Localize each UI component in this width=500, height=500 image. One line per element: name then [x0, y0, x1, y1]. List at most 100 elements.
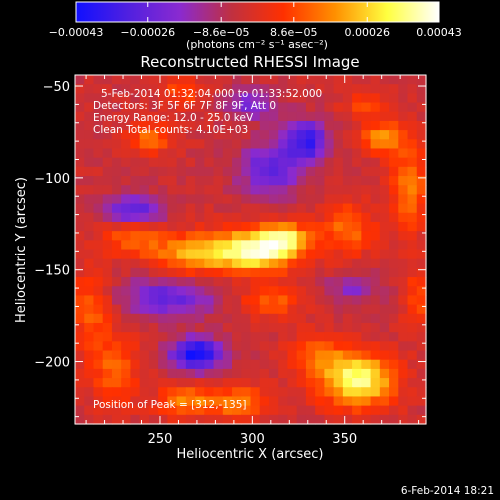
- heatmap-cell: [398, 102, 409, 113]
- heatmap-cell: [361, 75, 372, 85]
- y-tick-label: −150: [34, 264, 70, 279]
- heatmap-cell: [315, 368, 325, 379]
- heatmap-cell: [222, 249, 233, 260]
- heatmap-cell: [121, 75, 132, 85]
- heatmap-cell: [416, 258, 427, 269]
- heatmap-cell: [361, 148, 372, 159]
- heatmap-cell: [379, 231, 390, 241]
- heatmap-cell: [167, 332, 178, 342]
- heatmap-cell: [232, 148, 242, 159]
- heatmap-cell: [102, 332, 113, 342]
- heatmap-cell: [139, 148, 150, 159]
- heatmap-cell: [130, 249, 141, 260]
- heatmap-cell: [268, 295, 279, 306]
- heatmap-cell: [75, 221, 85, 232]
- heatmap-cell: [213, 341, 224, 352]
- heatmap-cell: [93, 414, 104, 425]
- heatmap-cell: [93, 304, 104, 315]
- heatmap-cell: [342, 286, 353, 297]
- heatmap-cell: [379, 295, 390, 306]
- heatmap-cell: [259, 166, 270, 177]
- heatmap-cell: [195, 185, 205, 195]
- heatmap-cell: [130, 258, 141, 269]
- heatmap-cell: [195, 277, 205, 287]
- heatmap-cell: [398, 286, 409, 297]
- heatmap-cell: [158, 267, 168, 278]
- heatmap-cell: [268, 84, 279, 94]
- heatmap-cell: [352, 277, 362, 287]
- heatmap-cell: [222, 277, 233, 287]
- heatmap-cell: [139, 102, 150, 113]
- heatmap-cell: [111, 378, 122, 388]
- heatmap-cell: [379, 277, 390, 287]
- heatmap-cell: [398, 185, 409, 195]
- heatmap-cell: [102, 185, 113, 195]
- heatmap-cell: [287, 350, 298, 361]
- heatmap-cell: [333, 221, 344, 232]
- heatmap-cell: [352, 111, 362, 122]
- heatmap-cell: [250, 286, 261, 297]
- heatmap-cell: [102, 387, 113, 398]
- heatmap-cell: [130, 295, 141, 306]
- x-tick-label: 300: [240, 432, 265, 447]
- heatmap-cell: [370, 231, 381, 241]
- heatmap-cell: [333, 258, 344, 269]
- heatmap-cell: [352, 405, 362, 416]
- heatmap-cell: [185, 221, 196, 232]
- heatmap-cell: [176, 75, 187, 85]
- heatmap-cell: [158, 130, 168, 140]
- heatmap-cell: [222, 258, 233, 269]
- heatmap-cell: [389, 102, 399, 113]
- heatmap-cell: [370, 258, 381, 269]
- heatmap-cell: [232, 414, 242, 425]
- heatmap-cell: [139, 84, 150, 94]
- heatmap-cell: [222, 157, 233, 168]
- heatmap-cell: [111, 396, 122, 407]
- heatmap-cell: [352, 295, 362, 306]
- heatmap-cell: [305, 240, 316, 251]
- heatmap-cell: [416, 350, 427, 361]
- heatmap-cell: [167, 157, 178, 168]
- heatmap-cell: [407, 84, 418, 94]
- heatmap-cell: [93, 240, 104, 251]
- heatmap-cell: [130, 120, 141, 131]
- heatmap-cell: [370, 341, 381, 352]
- heatmap-cell: [352, 322, 362, 333]
- heatmap-cell: [416, 185, 427, 195]
- heatmap-cell: [222, 148, 233, 159]
- heatmap-cell: [361, 258, 372, 269]
- heatmap-cell: [222, 414, 233, 425]
- heatmap-cell: [75, 203, 85, 214]
- heatmap-cell: [121, 221, 132, 232]
- heatmap-cell: [370, 166, 381, 177]
- heatmap-cell: [121, 130, 132, 140]
- heatmap-cell: [232, 157, 242, 168]
- heatmap-cell: [185, 332, 196, 342]
- heatmap-cell: [370, 212, 381, 223]
- heatmap-cell: [259, 286, 270, 297]
- heatmap-cell: [75, 286, 85, 297]
- heatmap-cell: [204, 75, 215, 85]
- heatmap-cell: [278, 414, 289, 425]
- heatmap-cell: [195, 203, 205, 214]
- heatmap-cell: [361, 341, 372, 352]
- heatmap-cell: [111, 130, 122, 140]
- heatmap-cell: [84, 322, 95, 333]
- heatmap-cell: [102, 249, 113, 260]
- heatmap-cell: [361, 332, 372, 342]
- heatmap-cell: [185, 322, 196, 333]
- heatmap-cell: [158, 212, 168, 223]
- heatmap-cell: [398, 350, 409, 361]
- heatmap-cell: [139, 130, 150, 140]
- heatmap-cell: [324, 203, 335, 214]
- heatmap-cell: [167, 203, 178, 214]
- heatmap-cell: [389, 258, 399, 269]
- heatmap-cell: [176, 414, 187, 425]
- heatmap-cell: [296, 194, 307, 205]
- heatmap-cell: [287, 359, 298, 370]
- heatmap-cell: [102, 341, 113, 352]
- heatmap-cell: [130, 322, 141, 333]
- heatmap-cell: [222, 166, 233, 177]
- heatmap-cell: [75, 277, 85, 287]
- heatmap-cell: [148, 157, 159, 168]
